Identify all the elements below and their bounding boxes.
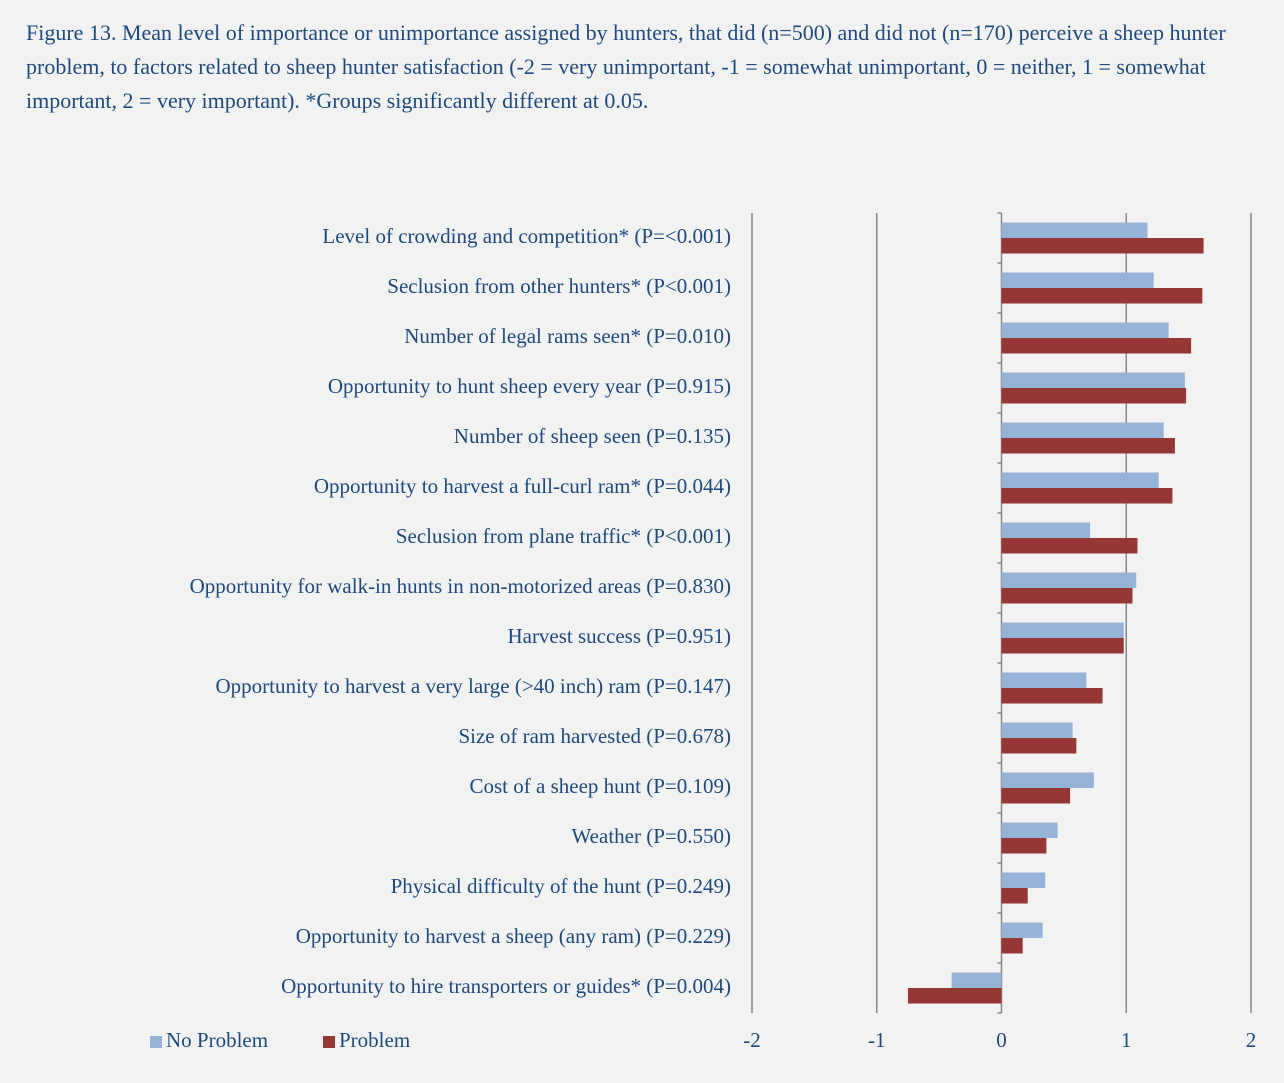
bar (1001, 222, 1148, 238)
x-tick-label: 2 (1246, 1028, 1257, 1052)
chart-title: Figure 13. Mean level of importance or u… (26, 20, 1226, 113)
y-tick-label: Physical difficulty of the hunt (P=0.249… (391, 874, 731, 898)
legend-swatch (323, 1036, 335, 1048)
bar (1001, 538, 1138, 554)
legend-label: No Problem (166, 1028, 268, 1052)
bar (1001, 472, 1159, 488)
bar (1001, 938, 1023, 954)
x-tick-label: 1 (1121, 1028, 1132, 1052)
bar (1001, 588, 1133, 604)
y-tick-label: Number of sheep seen (P=0.135) (454, 424, 731, 448)
bar (1001, 572, 1137, 588)
x-tick-label: -1 (868, 1028, 886, 1052)
bar (1001, 422, 1164, 438)
bar (1001, 738, 1077, 754)
bar (1001, 888, 1028, 904)
bar (1001, 822, 1058, 838)
y-tick-label: Opportunity to harvest a sheep (any ram)… (296, 924, 731, 948)
y-tick-label: Opportunity to hunt sheep every year (P=… (328, 374, 731, 398)
bar (1001, 372, 1185, 388)
bar (1001, 872, 1046, 888)
y-tick-label: Seclusion from plane traffic* (P<0.001) (396, 524, 731, 548)
bar (1001, 838, 1047, 854)
y-tick-label: Opportunity to hire transporters or guid… (281, 974, 731, 998)
bar (1001, 288, 1203, 304)
x-tick-label: 0 (996, 1028, 1007, 1052)
bar (1001, 322, 1169, 338)
bar (1001, 488, 1173, 504)
bar (1001, 672, 1087, 688)
legend-label: Problem (339, 1028, 410, 1052)
bar (1001, 922, 1043, 938)
bar (1001, 238, 1204, 254)
y-tick-label: Size of ram harvested (P=0.678) (458, 724, 731, 748)
y-tick-label: Opportunity to harvest a very large (>40… (215, 674, 731, 698)
y-tick-label: Harvest success (P=0.951) (507, 624, 731, 648)
y-tick-label: Level of crowding and competition* (P=<0… (322, 224, 731, 248)
bar (1001, 722, 1073, 738)
bar (1001, 438, 1175, 454)
bar (907, 988, 1002, 1004)
y-tick-label: Weather (P=0.550) (572, 824, 731, 848)
bar (1001, 272, 1154, 288)
y-tick-label: Cost of a sheep hunt (P=0.109) (470, 774, 732, 798)
legend-swatch (150, 1036, 162, 1048)
bar (1001, 772, 1094, 788)
bar (1001, 688, 1103, 704)
y-tick-label: Opportunity for walk-in hunts in non-mot… (190, 574, 731, 598)
bar (1001, 638, 1124, 654)
y-tick-label: Seclusion from other hunters* (P<0.001) (387, 274, 731, 298)
bar (1001, 622, 1124, 638)
bar (1001, 388, 1187, 404)
bar (951, 972, 1002, 988)
y-tick-label: Opportunity to harvest a full-curl ram* … (314, 474, 731, 498)
bar (1001, 338, 1192, 354)
x-tick-label: -2 (743, 1028, 761, 1052)
bar (1001, 522, 1091, 538)
y-tick-label: Number of legal rams seen* (P=0.010) (404, 324, 731, 348)
bar (1001, 788, 1071, 804)
